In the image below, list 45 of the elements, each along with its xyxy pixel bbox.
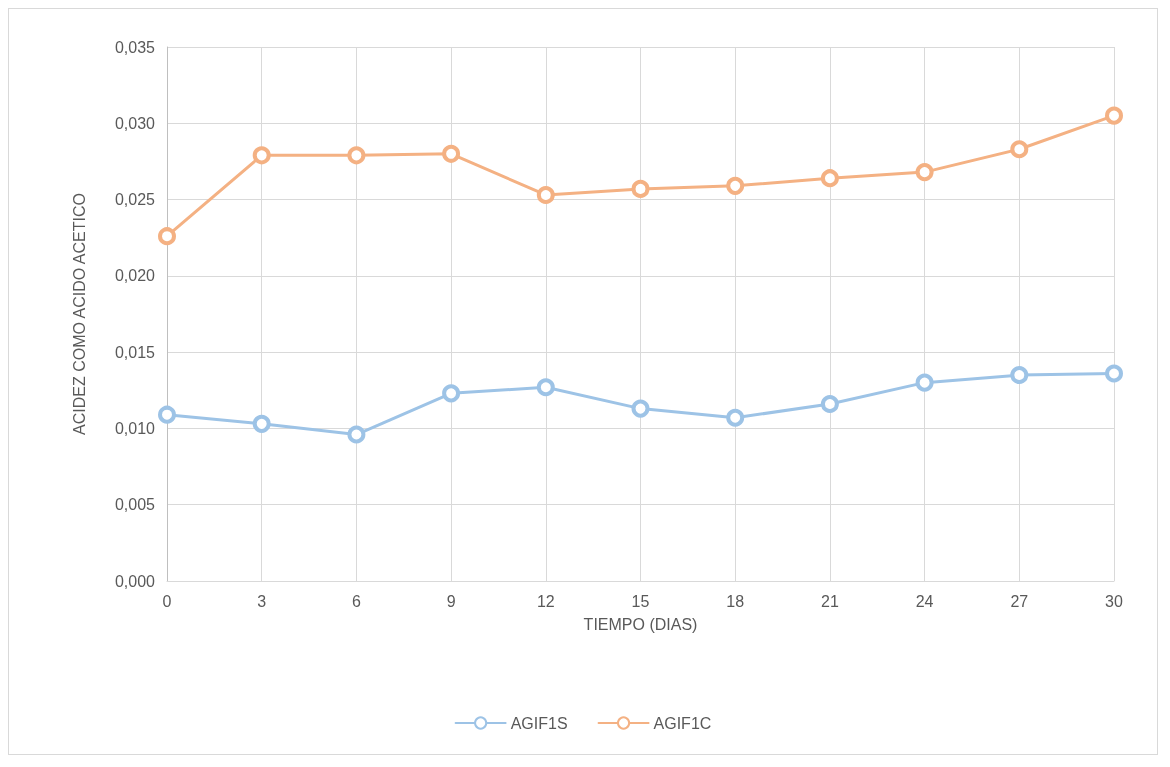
y-tick-label: 0,010: [114, 419, 156, 437]
x-tick-label: 9: [446, 592, 456, 610]
legend-label: AGIF1C: [653, 714, 712, 732]
y-tick-label: 0,020: [114, 267, 156, 285]
y-tick-label: 0,035: [114, 38, 156, 56]
x-tick-label: 6: [351, 592, 361, 610]
y-tick-label: 0,025: [114, 191, 156, 209]
x-tick-label: 3: [257, 592, 267, 610]
point: [347, 146, 366, 165]
point: [631, 179, 650, 198]
y-axis-title: ACIDEZ COMO ACIDO ACETICO: [70, 193, 88, 435]
x-tick-label: 12: [536, 592, 555, 610]
point: [1010, 140, 1029, 159]
legend-label: AGIF1S: [510, 714, 568, 732]
point: [915, 373, 934, 392]
point: [726, 176, 745, 195]
point: [726, 408, 745, 427]
point: [158, 227, 176, 246]
x-tick-label: 21: [821, 592, 839, 610]
x-tick-label: 0: [162, 592, 172, 610]
y-tick-label: 0,000: [114, 572, 156, 590]
x-tick-label: 30: [1105, 592, 1123, 610]
point: [915, 163, 934, 182]
y-tick-label: 0,005: [114, 496, 156, 514]
point: [1105, 106, 1123, 125]
point: [536, 378, 555, 397]
y-tick-label: 0,015: [114, 343, 156, 361]
point: [1105, 364, 1123, 383]
point: [347, 425, 366, 444]
x-tick-label: 18: [726, 592, 745, 610]
point: [252, 146, 271, 165]
x-tick-label: 15: [631, 592, 650, 610]
point: [252, 414, 271, 433]
point: [820, 395, 839, 414]
x-axis-title: TIEMPO (DIAS): [583, 615, 698, 633]
point: [442, 144, 461, 163]
point: [442, 384, 461, 403]
point: [158, 405, 176, 424]
y-tick-label: 0,030: [114, 114, 156, 132]
point: [1010, 366, 1029, 385]
point: [631, 399, 650, 418]
x-tick-label: 27: [1010, 592, 1029, 610]
point: [820, 169, 839, 188]
x-tick-label: 24: [915, 592, 934, 610]
point: [536, 186, 555, 204]
